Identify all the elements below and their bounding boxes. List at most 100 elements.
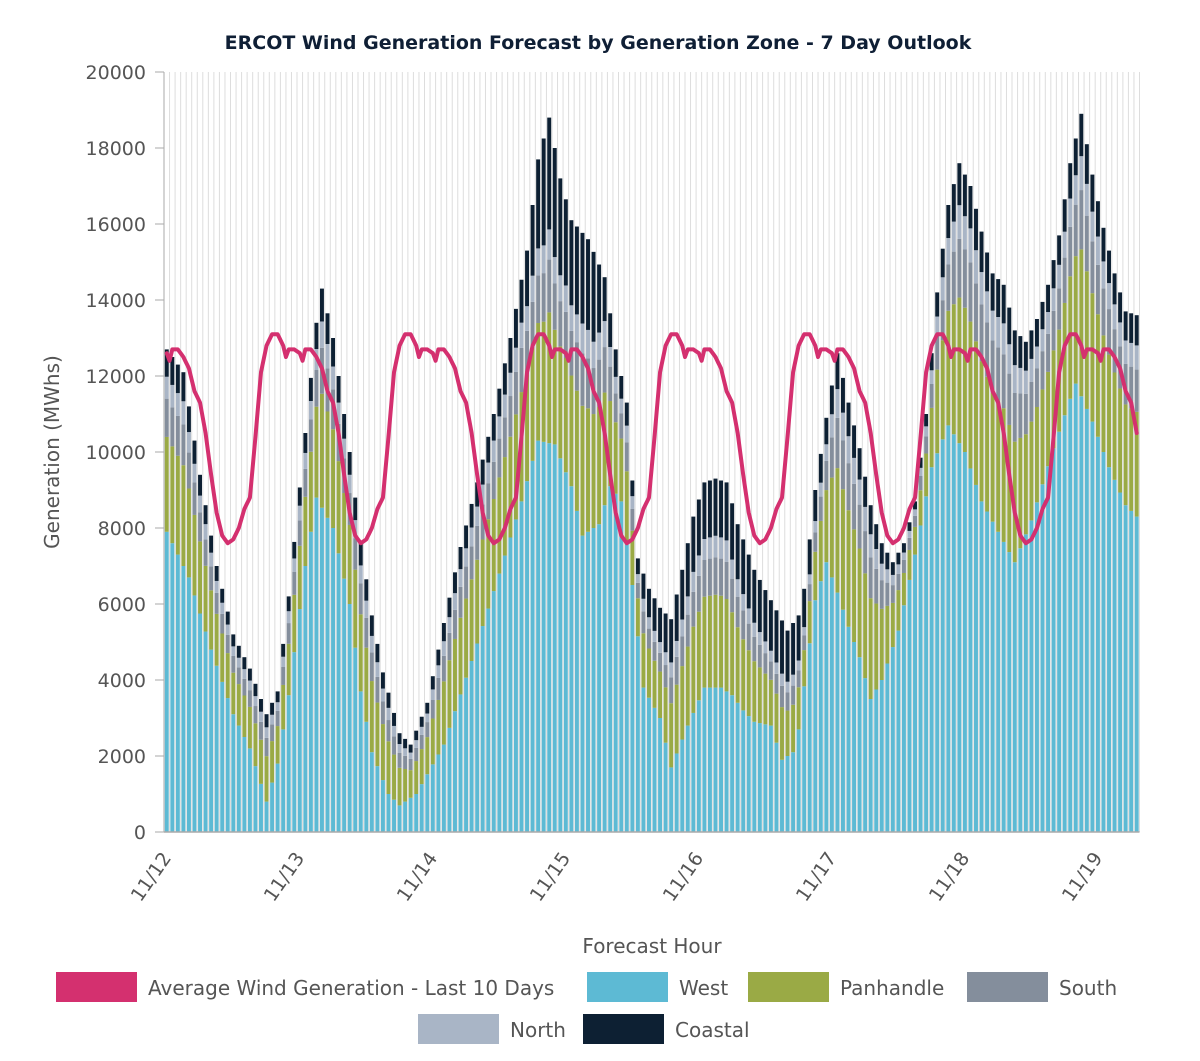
bar-panhandle <box>1040 389 1045 485</box>
bar-west <box>746 716 751 832</box>
legend-label-south: South <box>1059 976 1117 1000</box>
bar-west <box>1023 534 1028 832</box>
bar-west <box>962 452 967 832</box>
bar-south <box>209 566 214 591</box>
bar-north <box>270 714 275 725</box>
bar-panhandle <box>907 549 912 580</box>
bar-south <box>974 283 978 342</box>
bar-west <box>846 626 851 832</box>
bar-panhandle <box>236 684 241 726</box>
y-tick-label: 16000 <box>86 214 146 236</box>
bar-south <box>497 438 502 478</box>
bar-north <box>968 228 973 263</box>
bar-coastal <box>669 619 674 663</box>
bar-south <box>597 359 602 407</box>
bar-west <box>525 481 530 832</box>
bar-north <box>386 707 391 721</box>
bar-south <box>890 585 895 603</box>
bar-south <box>464 566 469 599</box>
bar-panhandle <box>719 595 723 688</box>
bar-north <box>502 394 507 418</box>
bar-coastal <box>364 579 369 601</box>
bar-south <box>979 304 984 362</box>
legend-item-coastal: Coastal <box>583 1014 750 1044</box>
bar-west <box>807 643 812 832</box>
bar-south <box>968 262 973 322</box>
bar-west <box>181 566 186 832</box>
bar-south <box>480 504 485 540</box>
bar-west <box>719 687 723 832</box>
bar-west <box>735 702 740 832</box>
bar-coastal <box>480 459 485 485</box>
bar-north <box>951 221 956 252</box>
bar-north <box>857 479 862 505</box>
bar-coastal <box>946 205 951 239</box>
bar-panhandle <box>935 369 940 454</box>
average-line-layer <box>164 332 1139 546</box>
bar-south <box>353 538 358 570</box>
bar-north <box>647 617 651 629</box>
bar-south <box>863 531 868 574</box>
bar-coastal <box>1090 174 1095 212</box>
bar-west <box>369 752 374 832</box>
bar-north <box>281 656 286 667</box>
bar-south <box>918 476 923 491</box>
bar-south <box>619 413 624 439</box>
bar-coastal <box>597 264 602 333</box>
bar-south <box>658 652 663 672</box>
bar-coastal <box>281 643 286 657</box>
bar-north <box>225 624 230 635</box>
bar-north <box>475 506 480 526</box>
bar-panhandle <box>303 496 308 566</box>
bar-north <box>696 555 701 576</box>
bar-south <box>386 720 391 742</box>
bar-west <box>541 441 546 832</box>
bar-coastal <box>1107 250 1111 284</box>
bar-west <box>591 528 596 832</box>
legend-item-panhandle: Panhandle <box>748 972 944 1002</box>
bar-west <box>558 458 563 832</box>
bar-north <box>513 347 518 372</box>
y-tick-label: 18000 <box>86 138 146 160</box>
bar-west <box>879 680 884 832</box>
bar-west <box>1051 448 1056 832</box>
bar-west <box>1007 552 1012 832</box>
bar-north <box>874 549 879 569</box>
bar-south <box>946 264 951 311</box>
bar-coastal <box>835 353 840 390</box>
bar-panhandle <box>985 376 990 512</box>
bar-panhandle <box>1101 335 1106 452</box>
bar-coastal <box>1123 311 1128 341</box>
bar-coastal <box>303 433 308 453</box>
bar-coastal <box>519 279 524 323</box>
bar-north <box>336 402 341 424</box>
bar-panhandle <box>735 627 740 703</box>
bar-panhandle <box>414 761 419 794</box>
bar-north <box>458 569 463 587</box>
bar-north <box>591 341 596 369</box>
bar-west <box>752 721 757 832</box>
bar-coastal <box>469 503 474 528</box>
bar-south <box>547 259 552 313</box>
bar-north <box>863 506 868 532</box>
bar-west <box>619 501 624 832</box>
y-tick-label: 2000 <box>98 746 146 768</box>
bar-panhandle <box>214 613 219 666</box>
bar-north <box>918 467 923 476</box>
bar-panhandle <box>813 551 818 601</box>
bar-south <box>802 635 807 651</box>
bar-north <box>635 574 640 583</box>
bar-west <box>835 592 840 832</box>
bar-coastal <box>259 699 263 712</box>
bar-coastal <box>164 349 169 377</box>
bar-west <box>469 661 474 832</box>
bar-north <box>1051 288 1056 311</box>
vertical-gridlines <box>163 72 1140 832</box>
bar-south <box>663 665 668 688</box>
bar-panhandle <box>841 489 845 610</box>
legend-swatch-north <box>418 1014 499 1044</box>
bar-west <box>225 698 230 832</box>
bar-north <box>829 414 834 438</box>
bar-south <box>430 700 435 719</box>
bar-west <box>497 573 502 832</box>
